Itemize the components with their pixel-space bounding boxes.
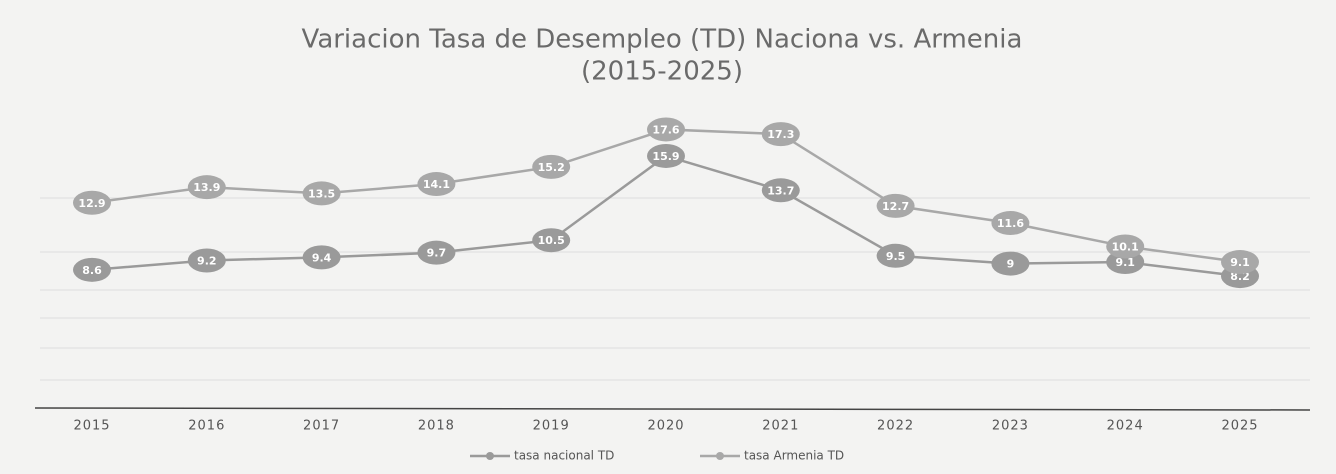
- data-label: 11.6: [997, 217, 1024, 230]
- data-point: [73, 190, 111, 215]
- data-label: 15.2: [538, 161, 565, 174]
- x-tick-label: 2022: [877, 419, 914, 434]
- data-point: [647, 143, 685, 168]
- data-point: [1106, 234, 1145, 259]
- data-label: 17.3: [767, 128, 794, 141]
- data-label: 10.1: [1112, 240, 1139, 253]
- x-tick-label: 2019: [533, 419, 570, 434]
- data-point: [302, 245, 341, 270]
- data-label: 8.6: [82, 264, 102, 277]
- x-tick-label: 2017: [303, 419, 340, 434]
- x-tick-label: 2025: [1221, 419, 1258, 434]
- x-tick-label: 2021: [762, 419, 799, 434]
- legend-label: tasa nacional TD: [514, 449, 614, 463]
- data-label: 15.9: [652, 150, 679, 163]
- data-label: 9.7: [427, 247, 447, 260]
- data-label: 9.1: [1230, 256, 1250, 269]
- data-point: [876, 193, 915, 218]
- legend-marker: [716, 452, 724, 460]
- x-tick-label: 2020: [647, 419, 684, 434]
- data-point: [302, 181, 341, 206]
- data-point: [876, 243, 915, 268]
- data-point: [417, 240, 456, 265]
- data-point: [187, 175, 226, 200]
- x-tick-label: 2024: [1107, 419, 1144, 434]
- data-label: 9.2: [197, 254, 217, 267]
- data-label: 12.7: [882, 200, 909, 213]
- x-axis: [34, 407, 1311, 411]
- data-point: [1221, 250, 1259, 275]
- data-label: 10.5: [538, 234, 565, 247]
- data-label: 14.1: [423, 178, 450, 191]
- data-label: 17.6: [652, 123, 679, 136]
- legend-marker: [486, 452, 494, 460]
- chart-title: Variacion Tasa de Desempleo (TD) Naciona…: [302, 25, 1023, 55]
- data-point: [761, 122, 800, 147]
- x-tick-label: 2016: [188, 419, 225, 434]
- data-point: [532, 228, 571, 253]
- data-label: 13.5: [308, 187, 335, 200]
- x-tick-label: 2023: [992, 419, 1029, 434]
- decorative-lines: [40, 197, 1310, 381]
- data-point: [991, 211, 1030, 236]
- data-point: [991, 251, 1030, 276]
- x-tick-label: 2015: [73, 419, 110, 434]
- data-point: [73, 257, 111, 282]
- data-label: 12.9: [78, 197, 105, 210]
- data-label: 9.1: [1115, 256, 1135, 269]
- legend-label: tasa Armenia TD: [744, 449, 844, 463]
- chart-subtitle: (2015-2025): [581, 57, 743, 87]
- data-point: [417, 172, 456, 197]
- data-label: 9: [1007, 258, 1015, 271]
- data-label: 13.9: [193, 181, 220, 194]
- x-tick-label: 2018: [418, 419, 455, 434]
- data-point: [761, 178, 800, 203]
- data-label: 9.5: [886, 250, 906, 263]
- data-label: 9.4: [312, 251, 332, 264]
- data-point: [647, 117, 685, 142]
- data-label: 13.7: [767, 184, 794, 197]
- data-point: [532, 154, 571, 179]
- data-point: [187, 248, 226, 273]
